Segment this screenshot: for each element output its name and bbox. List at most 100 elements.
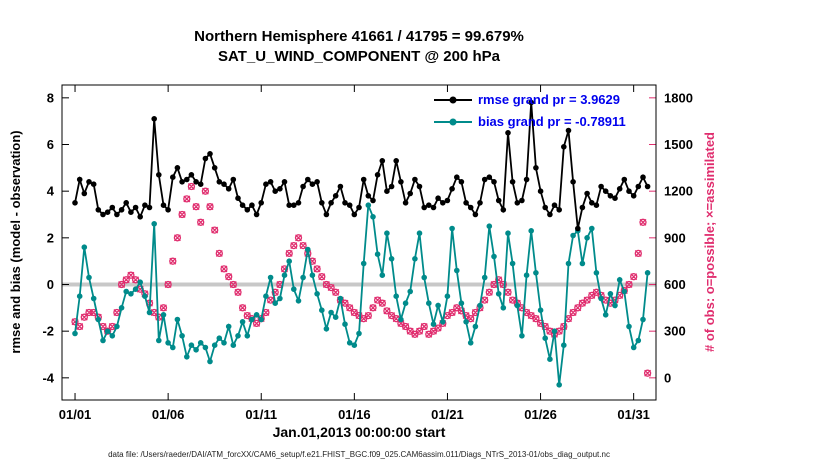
obs_possible-point [332,288,340,296]
bias-point [440,319,446,325]
x-tick-label: 01/11 [245,407,277,422]
bias-point [514,302,521,309]
bias-point [267,274,274,281]
obs_possible-point [346,304,354,312]
bias-point [100,337,106,344]
bias-point [491,253,497,260]
bias-point [174,316,181,323]
bias-point [319,307,325,314]
rmse-point [132,204,139,211]
bias-point [300,274,306,281]
rmse-point [216,179,223,185]
rmse-point [109,204,116,211]
obs_possible-point [220,265,228,273]
bias-point [467,340,474,346]
bias-point [374,251,381,257]
bias-point [365,202,372,208]
rmse-point [360,176,367,183]
legend-rmse-label: rmse grand pr = 3.9629 [478,92,620,107]
obs_possible-point [643,369,652,377]
obs_possible-point [499,280,507,289]
bias-point [561,342,567,349]
bias-point [435,302,441,309]
bias-point [263,293,269,300]
bias-point [281,272,288,279]
left-axis-label: rmse and bias (model - observation) [8,130,23,353]
series-obs_assimilated [71,183,652,377]
bias-point [160,312,167,318]
rmse-point [533,165,539,171]
rmse-point [300,183,306,190]
legend: rmse grand pr = 3.9629 bias grand pr = -… [434,92,626,129]
bias-point [90,295,97,302]
x-axis-label: Jan.01,2013 00:00:00 start [273,424,446,440]
bias-point [407,288,414,295]
y-left-tick-label: -2 [42,324,54,339]
bias-point [165,340,171,346]
obs_possible-point [173,234,182,242]
obs_possible-point [122,276,130,284]
rmse-point [100,211,106,218]
bias-point [593,270,600,276]
bias-point [258,316,265,323]
bias-point [216,335,223,342]
rmse-point [607,193,614,199]
rmse-point [365,193,372,199]
rmse-point [412,176,418,183]
rmse-point [467,204,474,211]
bias-point [565,260,572,267]
rmse-point [188,172,195,178]
rmse-point [174,165,181,171]
rmse-point [384,188,390,194]
bias-point [291,286,297,293]
rmse-point [356,204,362,211]
rmse-point [323,211,330,218]
bias-point [626,323,632,330]
rmse-point [146,204,153,211]
rmse-point [151,116,157,122]
obs_possible-point [169,257,177,265]
bias-point [323,326,330,332]
rmse-point [491,179,497,185]
bias-point [156,337,162,344]
rmse-point [207,151,213,157]
obs_possible-point [178,210,186,219]
bias-point [472,323,479,330]
legend-rmse-marker [449,96,457,104]
obs_possible-point [634,249,642,258]
rmse-point [179,179,185,185]
bias-point [589,225,595,232]
bias-point [253,312,260,318]
bias-point [458,300,465,307]
bias-point [197,340,204,346]
bias-point [114,323,120,330]
series-obs_possible [71,182,652,377]
bias-point [402,300,409,307]
obs_possible-point [164,280,172,289]
legend-bias-marker [449,118,457,126]
bias-point [314,291,320,297]
bias-point [612,302,618,309]
rmse-point [635,183,642,190]
obs_assimilated-points [71,183,652,377]
bias-point [598,295,604,302]
rmse-point [509,179,516,185]
bias-point [533,270,539,276]
bias-line [74,204,649,385]
rmse-point [407,190,414,197]
rmse-point [235,195,241,201]
rmse-point [542,204,548,211]
obs_possible-point [103,327,112,335]
rmse-point [225,186,232,192]
series-bias [72,202,651,388]
rmse-point [547,211,553,218]
rmse-point [351,211,358,218]
rmse-point [528,99,534,106]
obs_possible-point [290,241,298,250]
bias-point [398,316,404,323]
bias-point [211,342,218,349]
bias-point [505,230,511,236]
rmse-point [379,158,386,164]
bias-point [193,347,199,353]
bias-point [528,228,534,234]
